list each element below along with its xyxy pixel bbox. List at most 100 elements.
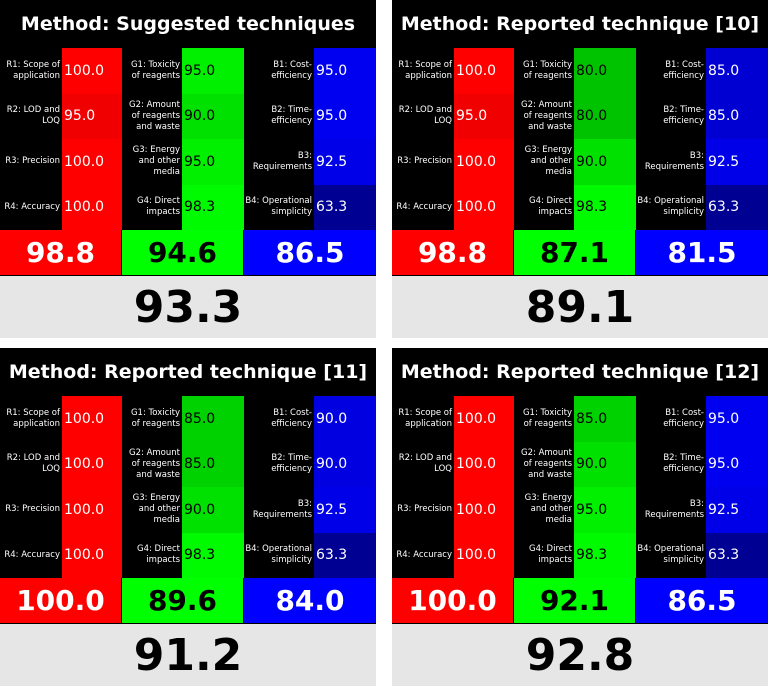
criterion-value: 85.0 [182,396,244,442]
criterion-value: 63.3 [314,532,376,578]
criterion-value: 100.0 [454,139,514,185]
criterion-value: 100.0 [62,487,122,533]
criterion-value: 92.5 [706,139,768,185]
criterion-label: B3: Requirements [644,150,704,172]
group-score: 94.6 [122,230,243,275]
criterion-value: 100.0 [62,532,122,578]
method-panel: Method: Suggested techniques R1: Scope of… [0,0,376,338]
criterion-value: 98.3 [574,532,636,578]
criterion-value: 95.0 [62,93,122,139]
criterion-label: R4: Accuracy [396,549,452,560]
criterion-value: 98.3 [182,184,244,230]
criterion-value: 80.0 [574,93,636,139]
criterion-value: 63.3 [314,184,376,230]
criterion-value: 100.0 [62,48,122,94]
method-panel: Method: Reported technique [12] R1: Scope… [392,348,768,686]
criterion-label: G1: Toxicity of reagents [130,59,180,81]
criterion-value: 85.0 [706,48,768,94]
criterion-label: R3: Precision [397,504,452,515]
criterion-value: 95.0 [314,93,376,139]
criterion-label: R3: Precision [5,156,60,167]
criterion-value: 100.0 [62,441,122,487]
criterion-label: R2: LOD and LOQ [6,105,60,127]
criterion-label: R4: Accuracy [4,549,60,560]
method-panel: Method: Reported technique [10] R1: Scope… [392,0,768,338]
group-score: 87.1 [514,230,635,275]
criterion-label: G2: Amount of reagents and waste [521,99,572,132]
criterion-label: R3: Precision [397,156,452,167]
criterion-value: 95.0 [706,441,768,487]
criterion-value: 92.5 [706,487,768,533]
overall-score: 92.8 [392,624,768,686]
group-score: 98.8 [0,230,121,275]
criterion-value: 95.0 [454,93,514,139]
group-score: 86.5 [244,230,376,275]
criterion-label: G1: Toxicity of reagents [130,407,180,429]
criterion-label: B4: Operational simplicity [637,196,704,218]
criterion-value: 100.0 [62,396,122,442]
criterion-value: 100.0 [454,396,514,442]
criterion-value: 95.0 [706,396,768,442]
criterion-label: R4: Accuracy [396,201,452,212]
criterion-value: 100.0 [62,139,122,185]
criterion-label: B4: Operational simplicity [637,544,704,566]
criterion-label: R1: Scope of application [398,407,452,429]
method-panel: Method: Reported technique [11] R1: Scope… [0,348,376,686]
group-score: 84.0 [244,578,376,623]
criterion-value: 100.0 [454,532,514,578]
criterion-label: B1: Cost-efficiency [271,59,312,81]
criterion-label: G3: Energy and other media [524,493,572,526]
overall-score: 93.3 [0,276,376,338]
criterion-value: 100.0 [454,48,514,94]
criterion-value: 85.0 [706,93,768,139]
overall-score: 89.1 [392,276,768,338]
criterion-label: G4: Direct impacts [136,544,180,566]
criterion-value: 63.3 [706,532,768,578]
criterion-value: 100.0 [62,184,122,230]
criterion-value: 100.0 [454,184,514,230]
criterion-value: 90.0 [182,93,244,139]
overall-score: 91.2 [0,624,376,686]
criterion-label: B4: Operational simplicity [245,544,312,566]
criterion-label: G2: Amount of reagents and waste [129,99,180,132]
criterion-value: 90.0 [574,139,636,185]
criterion-label: G1: Toxicity of reagents [522,407,572,429]
panel-title: Method: Reported technique [11] [8,361,368,383]
criterion-label: B2: Time-efficiency [271,105,312,127]
group-score: 81.5 [636,230,768,275]
criterion-value: 90.0 [574,441,636,487]
criterion-label: G3: Energy and other media [132,145,180,178]
criterion-value: 100.0 [454,487,514,533]
criterion-label: G3: Energy and other media [132,493,180,526]
group-score: 86.5 [636,578,768,623]
criterion-label: B2: Time-efficiency [663,453,704,475]
criterion-label: G4: Direct impacts [136,196,180,218]
criterion-label: R1: Scope of application [6,407,60,429]
criterion-label: B2: Time-efficiency [271,453,312,475]
criterion-value: 90.0 [314,396,376,442]
criterion-label: B3: Requirements [644,498,704,520]
criterion-label: G2: Amount of reagents and waste [129,447,180,480]
criterion-value: 98.3 [574,184,636,230]
group-score: 89.6 [122,578,243,623]
panel-title: Method: Reported technique [12] [400,361,760,383]
criterion-value: 95.0 [574,487,636,533]
criterion-value: 95.0 [314,48,376,94]
group-score: 92.1 [514,578,635,623]
panel-title: Method: Suggested techniques [20,13,356,35]
criterion-value: 90.0 [182,487,244,533]
criterion-label: B3: Requirements [252,150,312,172]
criterion-label: B1: Cost-efficiency [271,407,312,429]
group-score: 98.8 [392,230,513,275]
criterion-label: R2: LOD and LOQ [398,105,452,127]
criterion-label: R1: Scope of application [6,59,60,81]
criterion-label: G4: Direct impacts [528,544,572,566]
criterion-label: R2: LOD and LOQ [6,453,60,475]
criterion-label: R3: Precision [5,504,60,515]
criterion-value: 85.0 [574,396,636,442]
panel-title: Method: Reported technique [10] [400,13,760,35]
criterion-label: R4: Accuracy [4,201,60,212]
criterion-label: G4: Direct impacts [528,196,572,218]
criterion-value: 63.3 [706,184,768,230]
